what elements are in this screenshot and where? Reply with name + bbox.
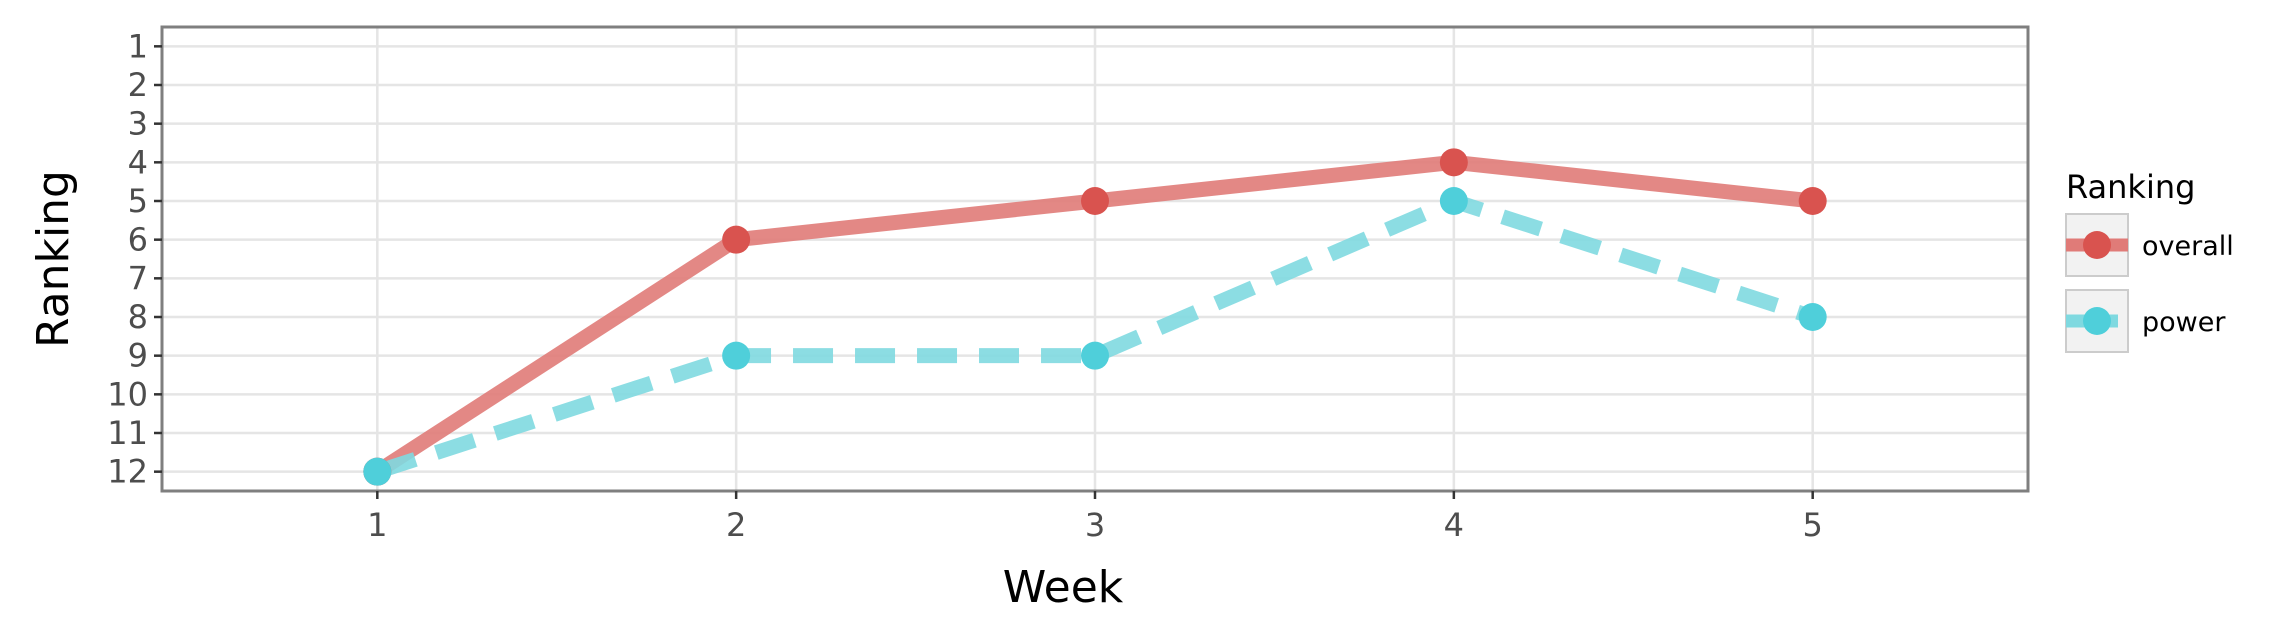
- legend-label-power: power: [2142, 307, 2226, 338]
- grid-lines: [162, 27, 2028, 491]
- x-tick-label: 5: [1803, 506, 1823, 544]
- series-point-overall: [1439, 148, 1468, 177]
- series-layer: [363, 148, 1827, 486]
- series-point-power: [363, 457, 392, 486]
- y-tick-label: 9: [128, 337, 148, 375]
- y-tick-label: 7: [128, 259, 148, 297]
- legend-key-point-power: [2083, 307, 2111, 335]
- series-point-power: [1439, 187, 1468, 215]
- y-tick-label: 3: [128, 105, 148, 143]
- y-tick-label: 6: [128, 221, 148, 259]
- y-tick-label: 11: [107, 414, 148, 452]
- y-tick-label: 12: [107, 453, 148, 491]
- y-tick-label: 4: [128, 143, 148, 181]
- y-tick-label: 8: [128, 298, 148, 336]
- x-axis-title: Week: [1003, 562, 1124, 613]
- y-tick-label: 2: [128, 66, 148, 104]
- x-tick-label: 1: [367, 506, 387, 544]
- series-point-overall: [1081, 187, 1109, 215]
- x-tick-label: 4: [1444, 506, 1464, 544]
- series-point-power: [1081, 341, 1109, 370]
- series-line-power: [375, 193, 1815, 479]
- legend-label-overall: overall: [2142, 231, 2234, 262]
- y-tick-label: 1: [128, 27, 148, 65]
- legend-key-point-overall: [2083, 231, 2111, 259]
- y-tick-label: 5: [128, 182, 148, 220]
- series-point-power: [1798, 303, 1827, 331]
- legend-title: Ranking: [2066, 168, 2195, 206]
- series-point-power: [722, 341, 751, 370]
- legend: Ranking overall power: [2065, 168, 2234, 353]
- series-point-overall: [722, 225, 751, 254]
- y-tick-label: 10: [107, 375, 148, 413]
- y-axis-title: Ranking: [28, 170, 79, 348]
- series-point-overall: [1798, 187, 1827, 215]
- x-tick-label: 3: [1085, 506, 1105, 544]
- x-tick-label: 2: [726, 506, 746, 544]
